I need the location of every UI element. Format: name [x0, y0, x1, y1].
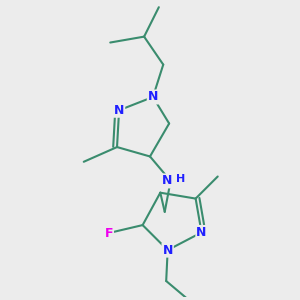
Text: N: N: [148, 91, 158, 103]
Text: N: N: [162, 174, 172, 188]
Text: N: N: [196, 226, 207, 239]
Text: F: F: [104, 226, 113, 239]
Text: H: H: [176, 174, 185, 184]
Text: N: N: [114, 104, 124, 117]
Text: N: N: [163, 244, 173, 256]
